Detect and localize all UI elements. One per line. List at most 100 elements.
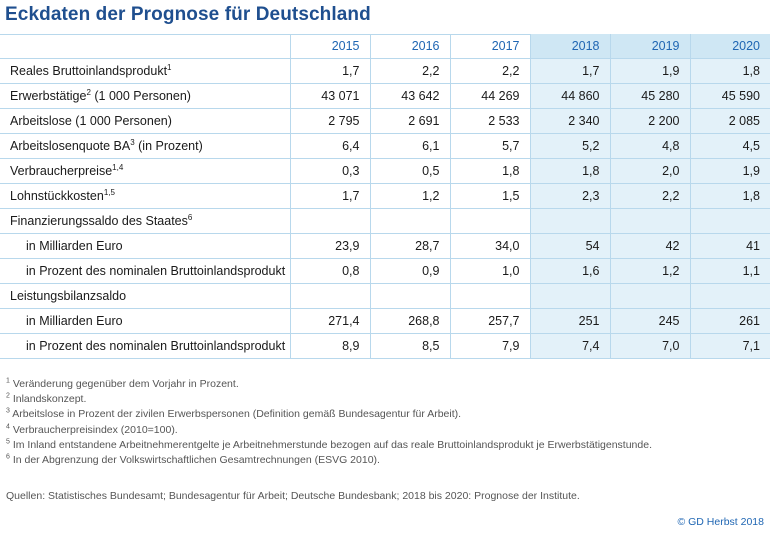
row-label: Arbeitslosenquote BA3 (in Prozent) xyxy=(0,133,290,159)
value-cell: 7,4 xyxy=(529,333,610,359)
value-cell: 0,5 xyxy=(369,158,450,184)
value-cell: 1,8 xyxy=(449,158,530,184)
table-row: Arbeitslose (1 000 Personen) 2 795 2 691 2 … xyxy=(0,108,770,134)
value-cell: 1,2 xyxy=(609,258,690,284)
value-cell: 1,1 xyxy=(689,258,770,284)
value-cell xyxy=(369,208,450,234)
value-cell: 2 340 xyxy=(529,108,610,134)
value-cell: 2 795 xyxy=(289,108,370,134)
value-cell: 0,9 xyxy=(369,258,450,284)
value-cell: 45 280 xyxy=(609,83,690,109)
copyright: © GD Herbst 2018 xyxy=(677,516,764,528)
value-cell: 5,7 xyxy=(449,133,530,159)
value-cell: 245 xyxy=(609,308,690,334)
value-cell: 43 071 xyxy=(289,83,370,109)
value-cell: 1,8 xyxy=(689,183,770,209)
row-label: in Prozent des nominalen Bruttoinlandspr… xyxy=(0,333,290,359)
value-cell xyxy=(449,283,530,309)
value-cell: 261 xyxy=(689,308,770,334)
table-row: Arbeitslosenquote BA3 (in Prozent) 6,4 6,1… xyxy=(0,133,770,159)
table-row: Finanzierungssaldo des Staates6 xyxy=(0,208,770,234)
forecast-table: 2015 2016 2017 2018 2019 2020 Reales Bru… xyxy=(0,34,770,359)
row-label: in Milliarden Euro xyxy=(0,233,290,259)
source-note: Quellen: Statistisches Bundesamt; Bundes… xyxy=(6,490,580,502)
year-header: 2017 xyxy=(449,34,530,59)
year-header-forecast: 2020 xyxy=(689,34,770,59)
value-cell: 1,0 xyxy=(449,258,530,284)
value-cell: 2,3 xyxy=(529,183,610,209)
row-label: Erwerbstätige2 (1 000 Personen) xyxy=(0,83,290,109)
value-cell: 4,5 xyxy=(689,133,770,159)
value-cell: 2 200 xyxy=(609,108,690,134)
table-row: Leistungsbilanzsaldo xyxy=(0,283,770,309)
value-cell: 1,9 xyxy=(689,158,770,184)
table-row: in Prozent des nominalen Bruttoinlandspr… xyxy=(0,258,770,284)
value-cell: 44 860 xyxy=(529,83,610,109)
footnote: 2 Inlandskonzept. xyxy=(6,392,87,406)
value-cell: 1,6 xyxy=(529,258,610,284)
table-row: Erwerbstätige2 (1 000 Personen) 43 071 43 … xyxy=(0,83,770,109)
table-row: in Milliarden Euro 23,9 28,7 34,0 54 42 41 xyxy=(0,233,770,259)
value-cell: 1,8 xyxy=(529,158,610,184)
footnotes: 1 Veränderung gegenüber dem Vorjahr in P… xyxy=(6,377,652,468)
value-cell: 0,3 xyxy=(289,158,370,184)
year-header: 2016 xyxy=(369,34,450,59)
value-cell: 2 533 xyxy=(449,108,530,134)
row-label: in Prozent des nominalen Bruttoinlandspr… xyxy=(0,258,290,284)
value-cell: 43 642 xyxy=(369,83,450,109)
value-cell: 1,7 xyxy=(289,183,370,209)
value-cell: 2,2 xyxy=(609,183,690,209)
value-cell: 1,2 xyxy=(369,183,450,209)
table-row: Lohnstückkosten1,5 1,7 1,2 1,5 2,3 2,2 1,8 xyxy=(0,183,770,209)
table-row: in Prozent des nominalen Bruttoinlandspr… xyxy=(0,333,770,359)
value-cell: 2,0 xyxy=(609,158,690,184)
value-cell: 271,4 xyxy=(289,308,370,334)
value-cell: 8,5 xyxy=(369,333,450,359)
footnote: 3 Arbeitslose in Prozent der zivilen Erw… xyxy=(6,407,462,421)
value-cell: 4,8 xyxy=(609,133,690,159)
table-row: Verbraucherpreise1,4 0,3 0,5 1,8 1,8 2,0 1,9 xyxy=(0,158,770,184)
row-label: Reales Bruttoinlandsprodukt1 xyxy=(0,58,290,84)
value-cell: 45 590 xyxy=(689,83,770,109)
table-header-row: 2015 2016 2017 2018 2019 2020 xyxy=(0,34,770,59)
value-cell: 2,2 xyxy=(369,58,450,84)
row-label: Leistungsbilanzsaldo xyxy=(0,283,290,309)
value-cell: 0,8 xyxy=(289,258,370,284)
year-header: 2015 xyxy=(289,34,370,59)
value-cell: 44 269 xyxy=(449,83,530,109)
value-cell xyxy=(689,208,770,234)
value-cell: 28,7 xyxy=(369,233,450,259)
value-cell: 7,0 xyxy=(609,333,690,359)
value-cell: 5,2 xyxy=(529,133,610,159)
footnote: 1 Veränderung gegenüber dem Vorjahr in P… xyxy=(6,377,239,391)
value-cell: 6,1 xyxy=(369,133,450,159)
value-cell xyxy=(369,283,450,309)
value-cell: 251 xyxy=(529,308,610,334)
year-header-forecast: 2019 xyxy=(609,34,690,59)
year-header-forecast: 2018 xyxy=(529,34,610,59)
row-label: Finanzierungssaldo des Staates6 xyxy=(0,208,290,234)
value-cell xyxy=(609,208,690,234)
value-cell: 2 085 xyxy=(689,108,770,134)
footnote: 5 Im Inland entstandene Arbeitnehmerentg… xyxy=(6,438,652,451)
row-label: in Milliarden Euro xyxy=(0,308,290,334)
value-cell xyxy=(689,283,770,309)
value-cell: 1,5 xyxy=(449,183,530,209)
value-cell xyxy=(609,283,690,309)
value-cell xyxy=(449,208,530,234)
value-cell xyxy=(289,283,370,309)
table-row: Reales Bruttoinlandsprodukt1 1,7 2,2 2,2 1,7… xyxy=(0,58,770,84)
value-cell: 2,2 xyxy=(449,58,530,84)
value-cell: 268,8 xyxy=(369,308,450,334)
header-label-cell xyxy=(0,34,290,59)
value-cell: 41 xyxy=(689,233,770,259)
value-cell: 54 xyxy=(529,233,610,259)
footnote: 6 In der Abgrenzung der Volkswirtschaftl… xyxy=(6,453,380,467)
value-cell: 7,1 xyxy=(689,333,770,359)
value-cell: 1,7 xyxy=(529,58,610,84)
value-cell xyxy=(529,283,610,309)
value-cell: 23,9 xyxy=(289,233,370,259)
row-label: Lohnstückkosten1,5 xyxy=(0,183,290,209)
value-cell: 1,7 xyxy=(289,58,370,84)
value-cell: 8,9 xyxy=(289,333,370,359)
